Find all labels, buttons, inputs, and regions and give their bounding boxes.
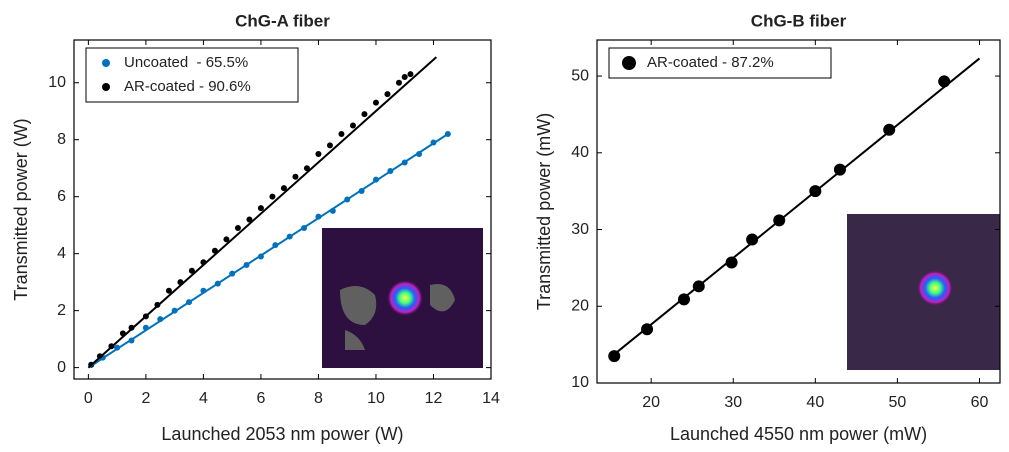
y-tick-label: 8 [57,131,66,148]
y-tick-label: 10 [48,74,66,91]
legend-label: Uncoated - 65.5% [124,54,248,71]
data-point [396,80,402,86]
x-tick-label: 50 [889,394,907,411]
y-tick-label: 6 [57,188,66,205]
legend-marker [622,56,636,70]
x-tick-label: 40 [806,394,824,411]
y-tick-label: 4 [57,245,66,262]
x-tick-label: 60 [971,394,989,411]
data-point [327,142,333,148]
x-tick-label: 4 [199,390,208,407]
y-axis-label: Transmitted power (mW) [534,113,554,310]
data-point [938,75,950,87]
legend-label: AR-coated - 90.6% [124,78,251,95]
inset-image [322,228,483,368]
x-tick-label: 6 [256,390,265,407]
x-axis-label: Launched 2053 nm power (W) [161,424,403,444]
legend-marker [102,59,110,67]
data-point [373,100,379,106]
y-tick-label: 20 [571,297,589,314]
data-point [235,225,241,231]
data-point [292,174,298,180]
chart-title: ChG-A fiber [235,11,330,30]
figure: ChG-A fiber Launched 2053 nm power (W) Tra… [0,0,1009,447]
data-point [361,111,367,117]
x-tick-label: 2 [141,390,150,407]
y-tick-label: 0 [57,359,66,376]
data-point [407,71,413,77]
x-tick-label: 20 [642,394,660,411]
data-point [258,205,264,211]
x-axis-label: Launched 4550 nm power (mW) [670,424,927,444]
legend-label: AR-coated - 87.2% [647,54,774,71]
chart-title: ChG-B fiber [751,11,847,30]
data-point [315,151,321,157]
y-tick-label: 50 [571,67,589,84]
data-point [350,122,356,128]
legend-marker [102,83,110,91]
x-tick-label: 30 [724,394,742,411]
data-point [384,91,390,97]
y-tick-label: 2 [57,302,66,319]
x-tick-label: 0 [84,390,93,407]
x-tick-label: 12 [425,390,443,407]
x-tick-label: 8 [314,390,323,407]
data-point [338,131,344,137]
y-tick-label: 30 [571,221,589,238]
y-axis-label: Transmitted power (W) [11,118,31,300]
data-point [402,74,408,80]
data-point [269,194,275,200]
inset-image [847,214,1000,370]
y-tick-label: 10 [571,374,589,391]
x-tick-label: 10 [367,390,385,407]
y-tick-label: 40 [571,144,589,161]
x-tick-label: 14 [482,390,500,407]
